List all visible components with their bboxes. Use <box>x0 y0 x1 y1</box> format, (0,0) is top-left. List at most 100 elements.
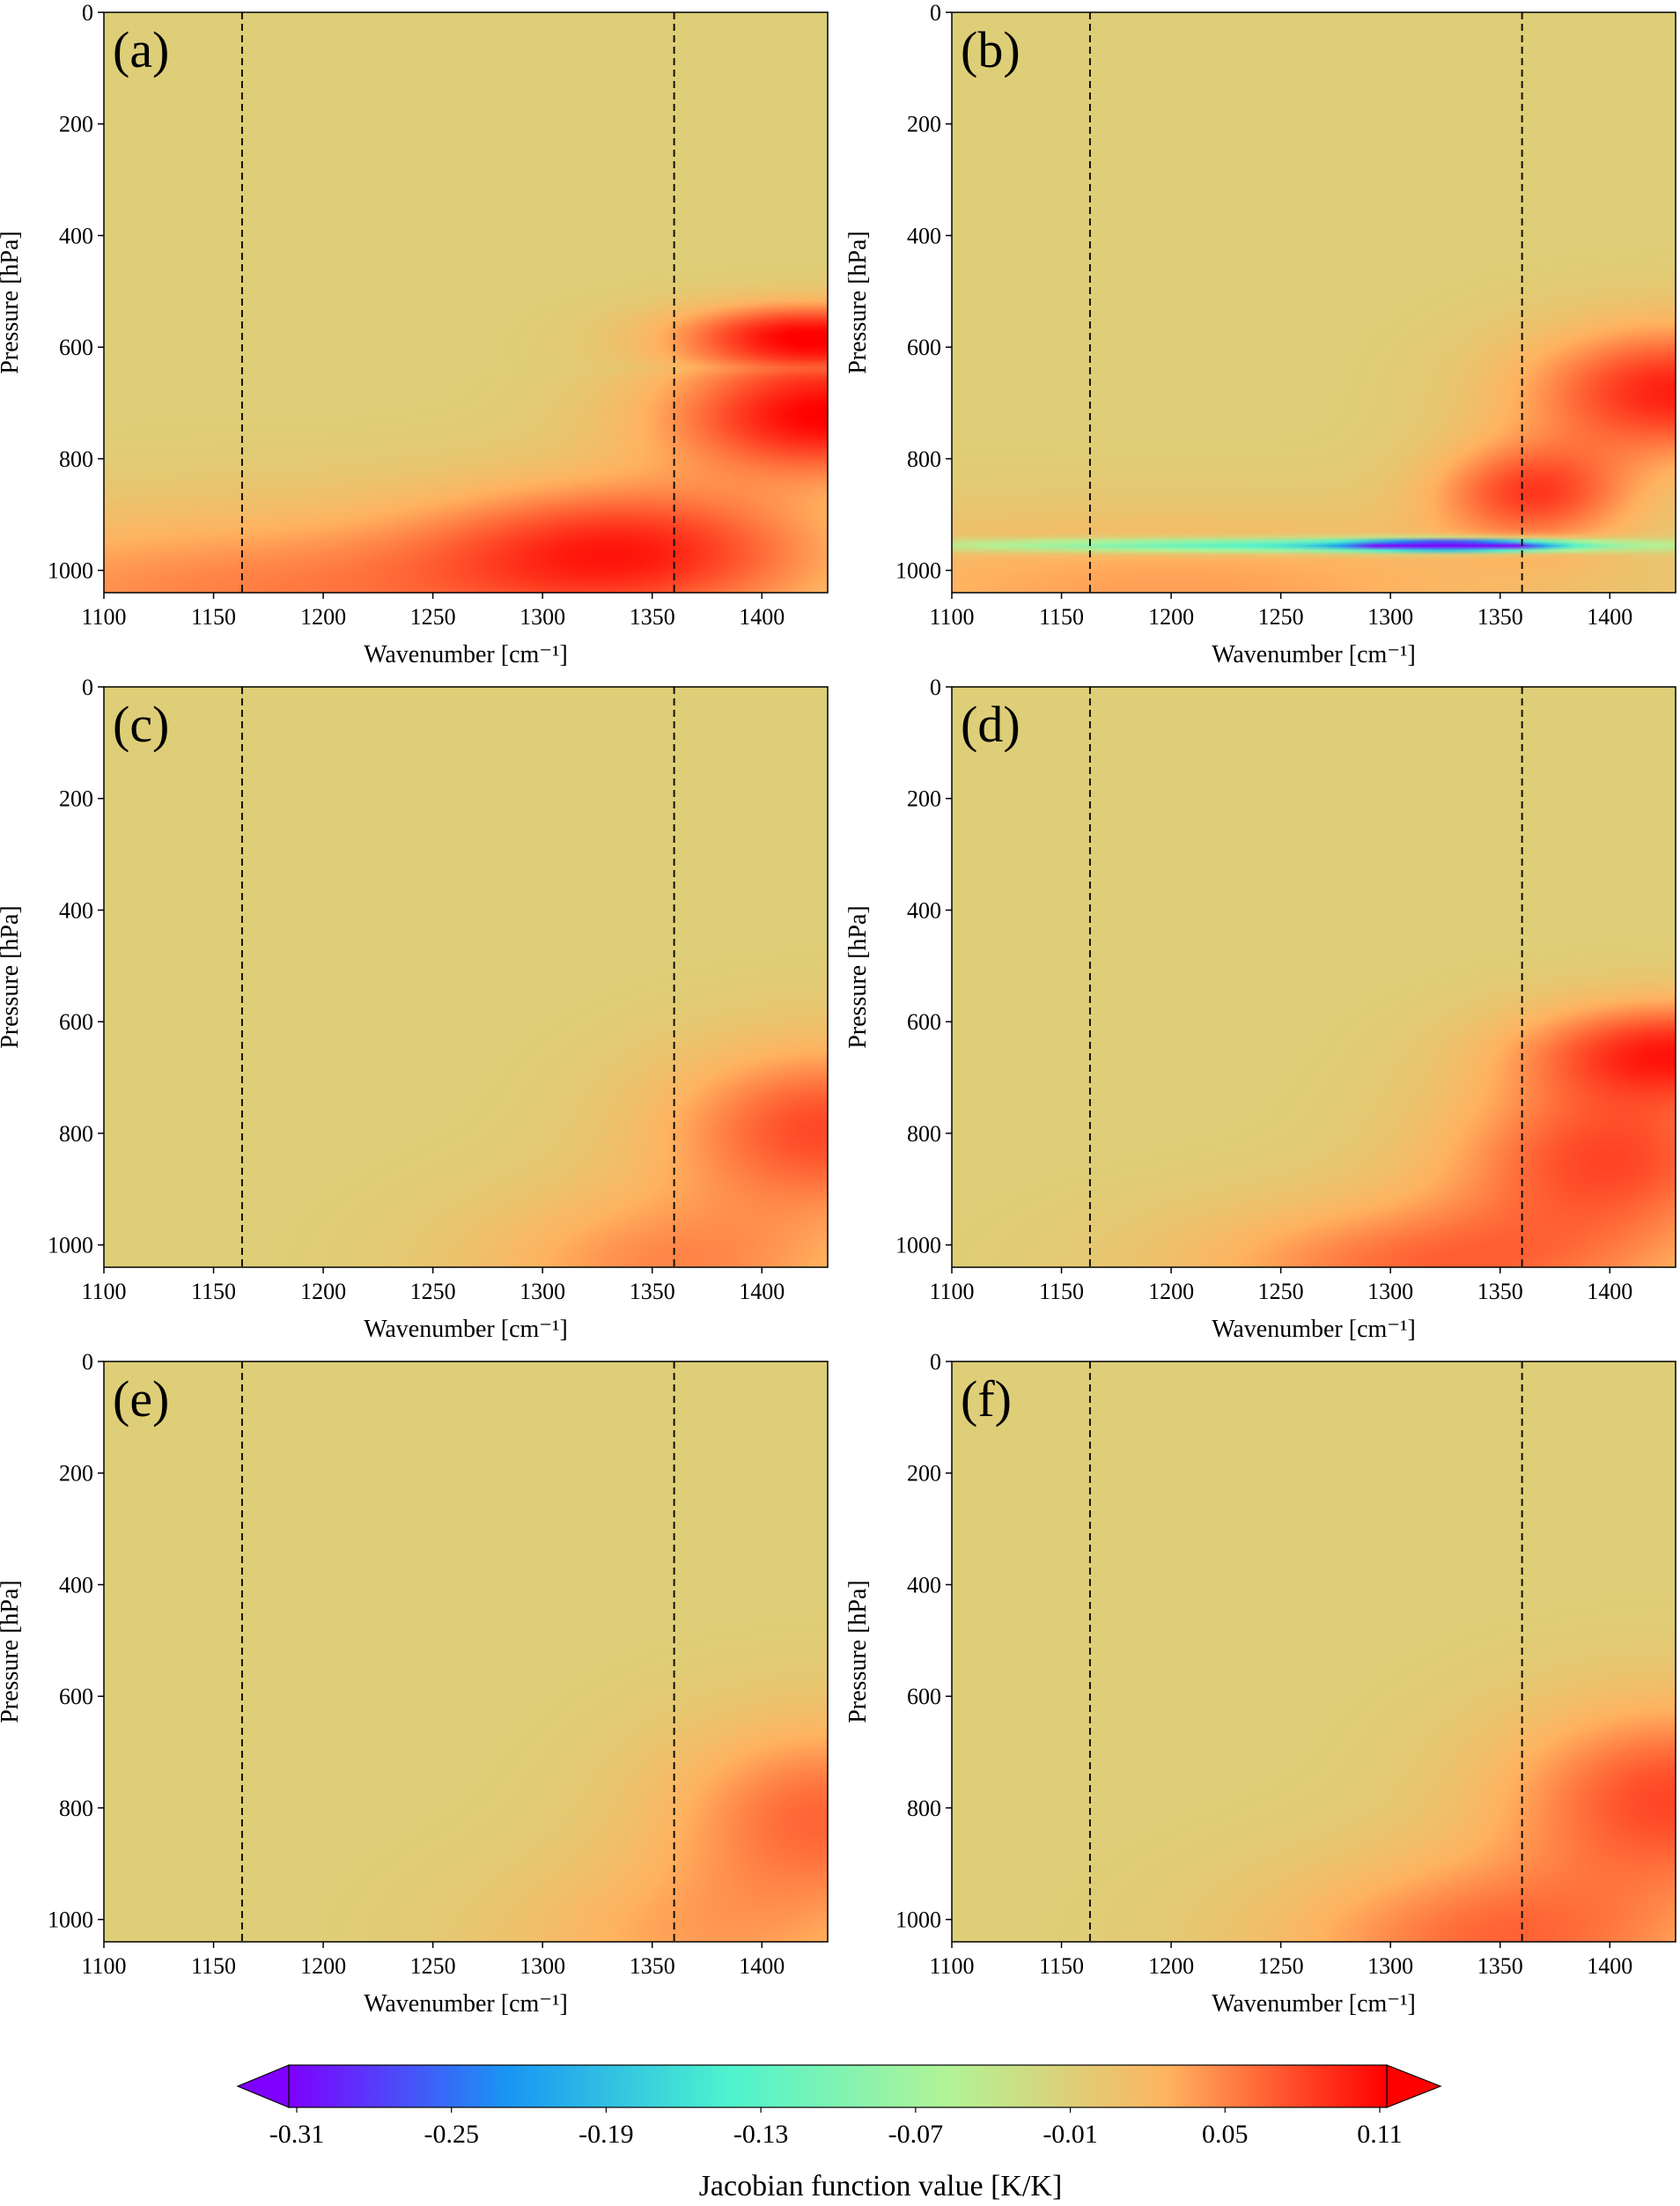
x-tick-label: 1300 <box>1367 1953 1413 1979</box>
colorbar-tick-label: -0.07 <box>888 2120 944 2149</box>
colorbar: -0.31 -0.25 -0.19 -0.13 -0.07 -0.01 0.05 0.11 J… <box>236 2064 1442 2202</box>
y-tick-label: 0 <box>82 1349 93 1375</box>
x-axis-label: Wavenumber [cm⁻¹] <box>364 1990 568 2018</box>
colorbar-tick-label: -0.19 <box>578 2120 634 2149</box>
x-tick-label: 1100 <box>929 1279 974 1304</box>
x-tick-label: 1400 <box>739 1279 785 1304</box>
y-tick-label: 400 <box>59 1572 93 1597</box>
y-tick-label: 1000 <box>48 558 93 584</box>
x-tick-label: 1350 <box>630 604 675 630</box>
x-tick-label: 1250 <box>410 1279 456 1304</box>
x-tick-label: 1150 <box>191 604 236 630</box>
x-tick-label: 1100 <box>81 1953 126 1979</box>
x-tick-label: 1300 <box>1367 604 1413 630</box>
panel-c: 1100 1150 1200 1250 1300 1350 1400 0 200 400 600 80… <box>0 675 829 1343</box>
y-tick-label: 600 <box>907 1009 941 1035</box>
y-tick-label: 400 <box>59 897 93 923</box>
y-tick-label: 600 <box>907 335 941 360</box>
panel-f: 1100 1150 1200 1250 1300 1350 1400 0 200 400 600 80… <box>844 1349 1676 2018</box>
panel-e: 1100 1150 1200 1250 1300 1350 1400 0 200 400 600 80… <box>0 1349 829 2018</box>
panel-label: (b) <box>961 21 1021 78</box>
heatmap-field <box>104 1361 828 1942</box>
axes-frame <box>103 11 829 594</box>
panel-b: 1100 1150 1200 1250 1300 1350 1400 0 200 400 600 80… <box>844 0 1676 668</box>
x-axis-label: Wavenumber [cm⁻¹] <box>364 1316 568 1343</box>
panel-label: (f) <box>961 1370 1012 1428</box>
x-tick-label: 1300 <box>519 1279 565 1304</box>
y-tick-label: 800 <box>59 446 93 472</box>
x-tick-label: 1150 <box>1039 604 1084 630</box>
panel-a: 1100 1150 1200 1250 1300 1350 1400 0 200 400 600 80… <box>0 0 829 668</box>
y-tick-label: 200 <box>59 112 93 137</box>
axes-frame <box>951 11 1676 594</box>
x-tick-label: 1200 <box>300 1279 346 1304</box>
panels: 1100 1150 1200 1250 1300 1350 1400 0 200 400 600 80… <box>0 0 1676 2018</box>
y-tick-label: 1000 <box>895 558 941 584</box>
y-tick-label: 1000 <box>48 1907 93 1933</box>
y-tick-label: 200 <box>907 112 941 137</box>
colorbar-tick-label: 0.11 <box>1357 2120 1402 2149</box>
x-tick-label: 1400 <box>1587 1953 1632 1979</box>
colorbar-tick-label: -0.01 <box>1043 2120 1098 2149</box>
y-tick-label: 800 <box>907 1796 941 1821</box>
axes-frame <box>951 686 1676 1268</box>
x-tick-label: 1300 <box>1367 1279 1413 1304</box>
colorbar-tick-label: -0.25 <box>424 2120 479 2149</box>
x-tick-label: 1100 <box>81 604 126 630</box>
heatmap-field <box>952 1361 1676 1942</box>
x-axis-label: Wavenumber [cm⁻¹] <box>1212 1316 1416 1343</box>
x-tick-label: 1100 <box>929 604 974 630</box>
x-tick-label: 1150 <box>1039 1279 1084 1304</box>
x-tick-label: 1250 <box>1258 1953 1304 1979</box>
x-axis-label: Wavenumber [cm⁻¹] <box>1212 641 1416 668</box>
x-tick-label: 1350 <box>1477 1953 1523 1979</box>
colorbar-tick-label: -0.31 <box>269 2120 325 2149</box>
y-tick-label: 400 <box>907 223 941 248</box>
y-tick-label: 200 <box>907 1461 941 1487</box>
axes-frame <box>103 1361 829 1943</box>
colorbar-extend-min <box>236 2064 290 2108</box>
colorbar-label: Jacobian function value [K/K] <box>699 2170 1063 2202</box>
x-tick-label: 1300 <box>519 604 565 630</box>
y-axis-label: Pressure [hPa] <box>0 905 24 1049</box>
y-tick-label: 400 <box>907 1572 941 1597</box>
y-tick-label: 800 <box>59 1796 93 1821</box>
x-tick-label: 1100 <box>81 1279 126 1304</box>
y-tick-label: 1000 <box>48 1233 93 1258</box>
heatmap-field <box>104 12 828 593</box>
y-axis-label: Pressure [hPa] <box>0 231 24 374</box>
x-tick-label: 1350 <box>630 1953 675 1979</box>
y-tick-label: 600 <box>59 1009 93 1035</box>
y-tick-label: 200 <box>907 786 941 812</box>
x-tick-label: 1350 <box>630 1279 675 1304</box>
y-axis-label: Pressure [hPa] <box>844 905 872 1049</box>
x-tick-label: 1150 <box>191 1279 236 1304</box>
y-axis-label: Pressure [hPa] <box>844 231 872 374</box>
panel-label: (d) <box>961 696 1021 753</box>
x-tick-label: 1400 <box>739 604 785 630</box>
x-tick-label: 1250 <box>410 604 456 630</box>
y-tick-label: 400 <box>59 223 93 248</box>
panel-d: 1100 1150 1200 1250 1300 1350 1400 0 200 400 600 80… <box>844 675 1676 1343</box>
colorbar-gradient <box>288 2064 1388 2108</box>
y-axis-label: Pressure [hPa] <box>844 1580 872 1723</box>
x-tick-label: 1400 <box>739 1953 785 1979</box>
y-tick-label: 1000 <box>895 1233 941 1258</box>
x-tick-label: 1400 <box>1587 1279 1632 1304</box>
y-tick-label: 0 <box>930 1349 941 1375</box>
axes-frame <box>103 686 829 1268</box>
y-tick-label: 800 <box>59 1121 93 1147</box>
heatmap-field <box>952 12 1676 593</box>
y-tick-label: 800 <box>907 446 941 472</box>
y-tick-label: 0 <box>82 0 93 26</box>
y-tick-label: 400 <box>907 897 941 923</box>
x-tick-label: 1200 <box>300 604 346 630</box>
x-tick-label: 1150 <box>1039 1953 1084 1979</box>
y-axis-label: Pressure [hPa] <box>0 1580 24 1723</box>
x-tick-label: 1250 <box>1258 604 1304 630</box>
x-tick-label: 1250 <box>1258 1279 1304 1304</box>
y-tick-label: 600 <box>59 335 93 360</box>
colorbar-tick-label: 0.05 <box>1202 2120 1249 2149</box>
y-tick-label: 200 <box>59 1461 93 1487</box>
